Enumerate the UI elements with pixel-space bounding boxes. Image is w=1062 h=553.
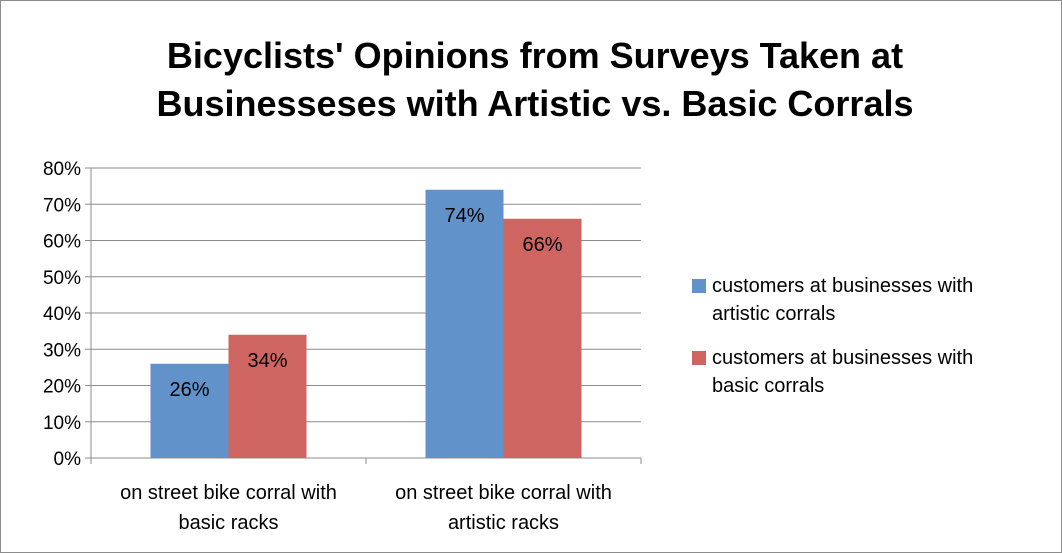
legend-label-artistic-line-2: artistic corrals bbox=[712, 303, 836, 325]
y-tick-label: 80% bbox=[43, 159, 81, 180]
data-label: 34% bbox=[247, 350, 287, 372]
y-tick-label: 40% bbox=[43, 304, 81, 325]
bar bbox=[503, 218, 582, 458]
y-tick-label: 30% bbox=[43, 340, 81, 361]
data-label: 26% bbox=[169, 379, 209, 401]
y-tick-label: 60% bbox=[43, 232, 81, 253]
y-tick-label: 20% bbox=[43, 377, 81, 398]
y-tick-label: 0% bbox=[54, 449, 82, 470]
bar bbox=[150, 363, 229, 458]
data-label: 74% bbox=[444, 205, 484, 227]
legend-item-artistic: customers at businesses with artistic co… bbox=[690, 272, 1050, 328]
y-tick-label: 50% bbox=[43, 268, 81, 289]
x-tick-label: artistic racks bbox=[448, 512, 559, 534]
legend-label-basic-line-1: customers at businesses with bbox=[712, 347, 974, 369]
data-label: 66% bbox=[522, 234, 562, 256]
y-tick-label: 70% bbox=[43, 195, 81, 216]
legend-swatch-artistic bbox=[692, 279, 706, 293]
legend-label-basic-line-2: basic corrals bbox=[712, 375, 825, 397]
x-tick-label: basic racks bbox=[178, 512, 278, 534]
legend-label-artistic-line-1: customers at businesses with bbox=[712, 275, 974, 297]
y-tick-label: 10% bbox=[43, 413, 81, 434]
x-tick-label: on street bike corral with bbox=[395, 482, 612, 504]
chart-title-line-1: Bicyclists' Opinions from Surveys Taken … bbox=[166, 35, 904, 76]
bar bbox=[425, 189, 504, 458]
x-tick-label: on street bike corral with bbox=[120, 482, 337, 504]
legend: customers at businesses with artistic co… bbox=[690, 272, 1050, 416]
legend-swatch-basic bbox=[692, 351, 706, 365]
chart-title: Bicyclists' Opinions from Surveys Taken … bbox=[60, 32, 1010, 128]
chart-title-line-2: Businesseses with Artistic vs. Basic Cor… bbox=[156, 83, 914, 124]
bar bbox=[228, 334, 307, 458]
legend-item-basic: customers at businesses with basic corra… bbox=[690, 344, 1050, 400]
